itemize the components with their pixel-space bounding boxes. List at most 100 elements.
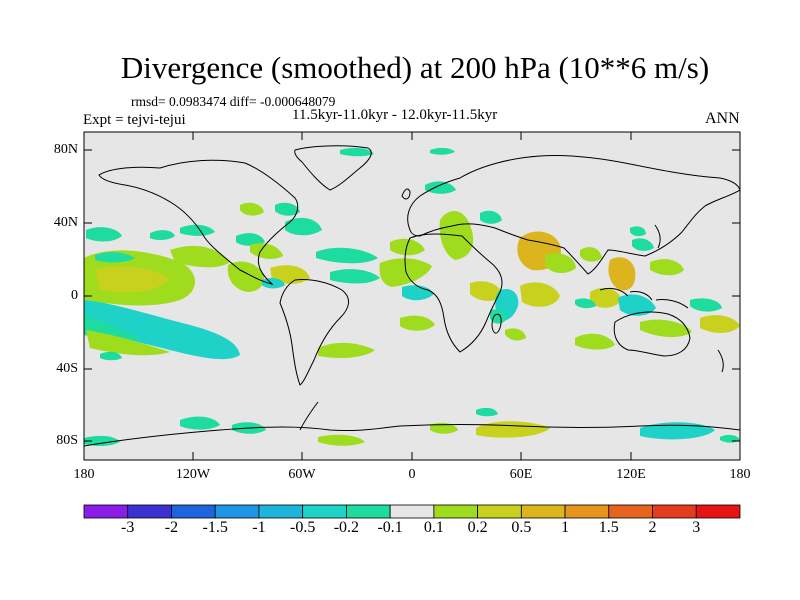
lat-label-80s: 80S — [56, 433, 78, 448]
colorbar-swatch — [477, 504, 522, 519]
field-patch — [236, 233, 265, 246]
field-patch — [430, 422, 458, 434]
lon-label-0: 0 — [408, 467, 416, 482]
field-patch — [318, 342, 375, 358]
divergence-field — [84, 147, 740, 446]
colorbar-label: -0.2 — [333, 519, 360, 536]
lat-label-80n: 80N — [53, 142, 78, 157]
colorbar-swatch — [302, 504, 347, 519]
colorbar-swatch — [652, 504, 697, 519]
colorbar-label: -0.5 — [289, 519, 316, 536]
field-patch — [227, 261, 265, 292]
coastlines — [84, 145, 740, 447]
lon-label-120w: 120W — [175, 467, 211, 482]
field-patch — [340, 147, 374, 157]
field-patch — [84, 300, 240, 360]
colorbar-label: -1 — [252, 519, 266, 536]
coast-eurasia — [407, 154, 740, 275]
field-patch — [180, 416, 220, 430]
colorbar-swatch — [127, 504, 172, 519]
field-patch — [330, 269, 380, 284]
colorbar-swatch — [520, 504, 566, 519]
field-patch — [390, 238, 425, 256]
colorbar-swatch — [433, 504, 479, 519]
field-patch — [618, 294, 656, 316]
lon-label-180e: 180 — [729, 467, 751, 482]
coast-south-america — [279, 279, 349, 386]
field-patch — [545, 253, 576, 274]
coast-antarctica — [84, 424, 740, 447]
field-patch — [590, 287, 622, 308]
field-patch — [285, 217, 322, 236]
field-patch — [180, 224, 215, 236]
lon-label-60e: 60E — [509, 467, 533, 482]
field-patch — [240, 202, 264, 216]
field-patch — [316, 247, 378, 264]
coast-greenland — [294, 145, 372, 191]
colorbar-label: 2 — [648, 519, 657, 536]
field-patch — [250, 243, 283, 259]
colorbar-swatch — [214, 504, 260, 519]
colorbar-label: 3 — [692, 519, 701, 536]
field-patch — [402, 285, 434, 301]
field-patch — [580, 247, 602, 262]
colorbar — [83, 504, 741, 519]
field-patch — [95, 266, 170, 293]
colorbar-label: 0.2 — [467, 519, 488, 536]
colorbar-label: -1.5 — [202, 519, 228, 536]
plot-title: Divergence (smoothed) at 200 hPa (10**6 … — [120, 50, 710, 85]
field-patch — [520, 282, 560, 307]
field-patch — [490, 309, 506, 324]
colorbar-swatch — [258, 504, 304, 519]
field-patch — [700, 315, 740, 333]
field-patch — [318, 434, 365, 446]
field-patch — [425, 181, 456, 194]
field-patch — [430, 147, 455, 155]
colorbar-swatch — [345, 504, 391, 519]
field-patch — [170, 245, 230, 268]
coast-australia — [613, 311, 691, 357]
colorbar-label: -2 — [164, 519, 179, 536]
lat-label-40s: 40S — [56, 361, 78, 376]
coast-madagascar — [491, 313, 502, 334]
coast-maritime-continent — [599, 287, 689, 309]
field-patch — [95, 252, 135, 263]
field-patch — [400, 315, 435, 331]
stats-text: rmsd= 0.0983474 diff= -0.000648079 — [131, 94, 336, 109]
colorbar-swatch — [389, 504, 435, 519]
axis-ticks — [84, 132, 740, 460]
experiment-label: Expt = tejvi-tejui — [83, 112, 186, 128]
colorbar-label: -0.1 — [377, 519, 403, 536]
lon-label-60w: 60W — [288, 467, 316, 482]
colorbar-swatch — [83, 504, 129, 519]
coast-north-america — [98, 159, 299, 285]
period-text: 11.5kyr-11.0kyr - 12.0kyr-11.5kyr — [292, 107, 498, 123]
lon-label-180w: 180 — [73, 467, 95, 482]
field-patch — [575, 298, 596, 309]
lat-label-40n: 40N — [53, 215, 78, 230]
lon-label-120e: 120E — [616, 467, 646, 482]
field-patch — [630, 226, 646, 237]
field-patch — [470, 281, 503, 301]
field-patch — [480, 210, 502, 224]
field-patch — [575, 333, 615, 350]
colorbar-swatch — [171, 504, 216, 519]
field-patch — [640, 319, 692, 338]
coast-africa — [404, 233, 503, 353]
field-patch — [86, 330, 170, 356]
colorbar-swatch — [608, 504, 653, 519]
colorbar-label: 0.5 — [511, 519, 532, 536]
colorbar-label: 0.1 — [423, 519, 444, 536]
field-patch — [150, 230, 175, 241]
field-patch — [690, 298, 722, 312]
field-patch — [640, 422, 715, 440]
field-patch — [608, 257, 636, 291]
coast-japan — [654, 224, 661, 249]
field-patch — [84, 435, 120, 446]
field-patch — [86, 227, 122, 242]
season-label: ANN — [705, 110, 740, 127]
field-patch — [275, 202, 300, 216]
field-patch — [505, 328, 526, 341]
coast-antarctic-peninsula — [299, 401, 319, 431]
